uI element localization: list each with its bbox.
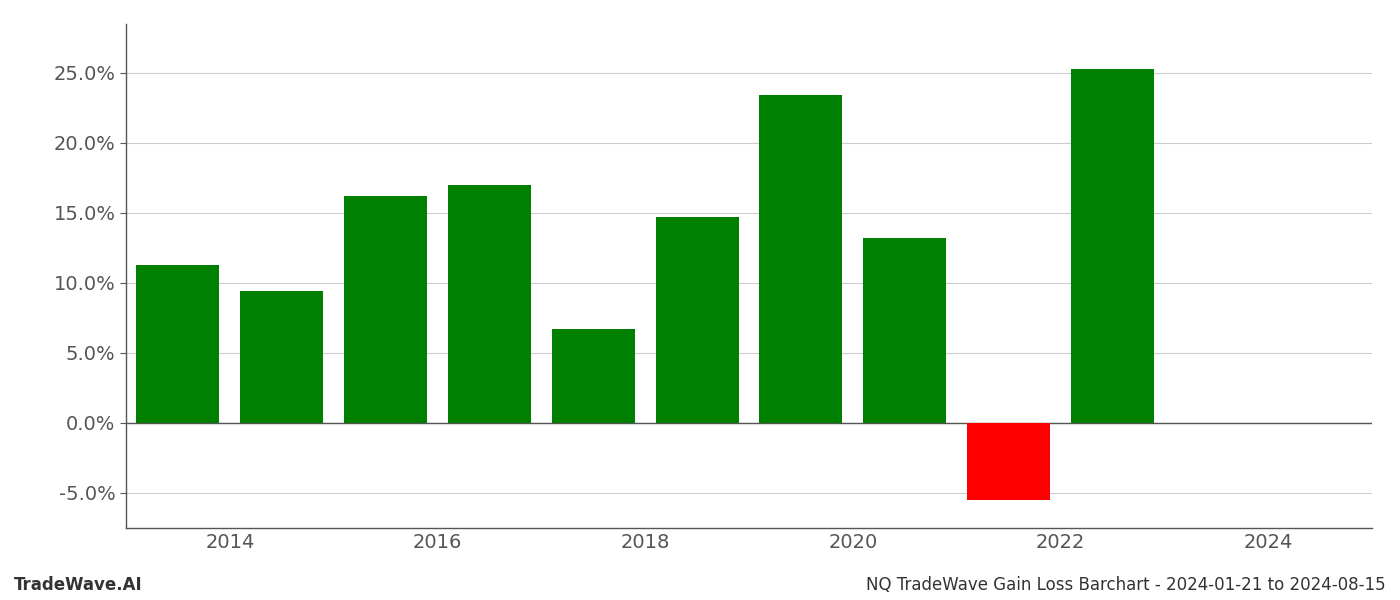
Bar xyxy=(241,292,323,423)
Bar xyxy=(1071,69,1154,423)
Text: TradeWave.AI: TradeWave.AI xyxy=(14,576,143,594)
Text: NQ TradeWave Gain Loss Barchart - 2024-01-21 to 2024-08-15: NQ TradeWave Gain Loss Barchart - 2024-0… xyxy=(867,576,1386,594)
Bar xyxy=(864,238,946,423)
Bar xyxy=(136,265,220,423)
Bar xyxy=(967,423,1050,500)
Bar xyxy=(448,185,531,423)
Bar xyxy=(344,196,427,423)
Bar xyxy=(552,329,634,423)
Bar xyxy=(759,95,843,423)
Bar xyxy=(655,217,739,423)
